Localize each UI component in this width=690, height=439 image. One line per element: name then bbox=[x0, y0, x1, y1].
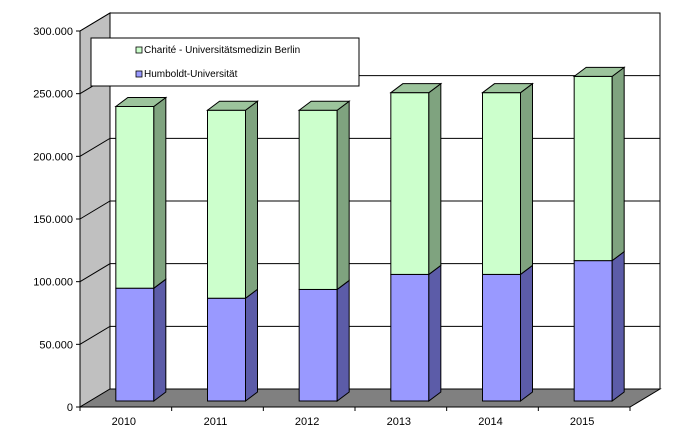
bar-humboldtuniversitt-2013 bbox=[390, 273, 430, 402]
x-tick-label: 2013 bbox=[387, 416, 411, 428]
y-tick-label: 300.000 bbox=[33, 26, 73, 38]
bar-side-humboldtuniversitt-2013 bbox=[428, 264, 442, 402]
bar-top-charit-2011 bbox=[206, 100, 259, 111]
bar-side-charit-2011 bbox=[245, 100, 258, 300]
y-tick-label: 0 bbox=[67, 402, 73, 414]
legend-label: Charité - Universitätsmedizin Berlin bbox=[144, 45, 300, 56]
bar-charit-2010 bbox=[115, 105, 155, 289]
x-tick-label: 2012 bbox=[295, 416, 319, 428]
y-tick-label: 250.000 bbox=[33, 89, 73, 101]
legend-label: Humboldt-Universität bbox=[144, 69, 238, 80]
bar-top-charit-2013 bbox=[389, 83, 443, 94]
bar-side-charit-2014 bbox=[520, 82, 533, 276]
y-tick-label: 100.000 bbox=[33, 277, 73, 289]
legend-swatch bbox=[135, 70, 143, 78]
bar-charit-2013 bbox=[390, 92, 430, 275]
bar-side-charit-2012 bbox=[336, 100, 350, 291]
bar-humboldtuniversitt-2010 bbox=[115, 287, 155, 402]
bar-top-charit-2010 bbox=[114, 96, 168, 107]
y-tick-label: 200.000 bbox=[33, 151, 73, 163]
y-tick-label: 150.000 bbox=[33, 214, 73, 226]
legend-swatch bbox=[135, 46, 143, 54]
bar-side-charit-2015 bbox=[611, 66, 625, 262]
gridline bbox=[79, 263, 660, 283]
bar-humboldtuniversitt-2012 bbox=[298, 288, 338, 402]
bar-charit-2011 bbox=[207, 109, 246, 299]
x-tick-label: 2014 bbox=[478, 416, 502, 428]
bar-humboldtuniversitt-2011 bbox=[207, 297, 246, 402]
gridline bbox=[79, 325, 660, 345]
x-tick-label: 2010 bbox=[112, 416, 136, 428]
bar-side-humboldtuniversitt-2011 bbox=[245, 288, 258, 402]
x-tick-label: 2015 bbox=[570, 416, 594, 428]
bar-top-charit-2012 bbox=[297, 100, 351, 111]
gridline bbox=[79, 200, 660, 220]
bar-top-charit-2015 bbox=[572, 66, 626, 77]
bar-side-humboldtuniversitt-2012 bbox=[336, 279, 350, 402]
x-tick-label: 2011 bbox=[204, 416, 228, 428]
y-tick-label: 50.000 bbox=[39, 339, 73, 351]
bar-side-humboldtuniversitt-2010 bbox=[153, 278, 167, 402]
bar-humboldtuniversitt-2015 bbox=[573, 260, 613, 402]
floor bbox=[78, 388, 662, 408]
bar-humboldtuniversitt-2014 bbox=[482, 273, 521, 402]
bar-side-humboldtuniversitt-2014 bbox=[520, 264, 533, 402]
gridline bbox=[79, 12, 660, 32]
bar-side-humboldtuniversitt-2015 bbox=[611, 250, 625, 402]
bar-charit-2015 bbox=[573, 75, 613, 262]
bar-charit-2012 bbox=[298, 109, 338, 290]
gridline bbox=[79, 137, 660, 157]
bar-charit-2014 bbox=[482, 92, 521, 275]
legend-box bbox=[90, 37, 360, 87]
bar-top-charit-2014 bbox=[481, 83, 534, 94]
bar-side-charit-2010 bbox=[153, 96, 167, 290]
bar-side-charit-2013 bbox=[428, 82, 442, 276]
